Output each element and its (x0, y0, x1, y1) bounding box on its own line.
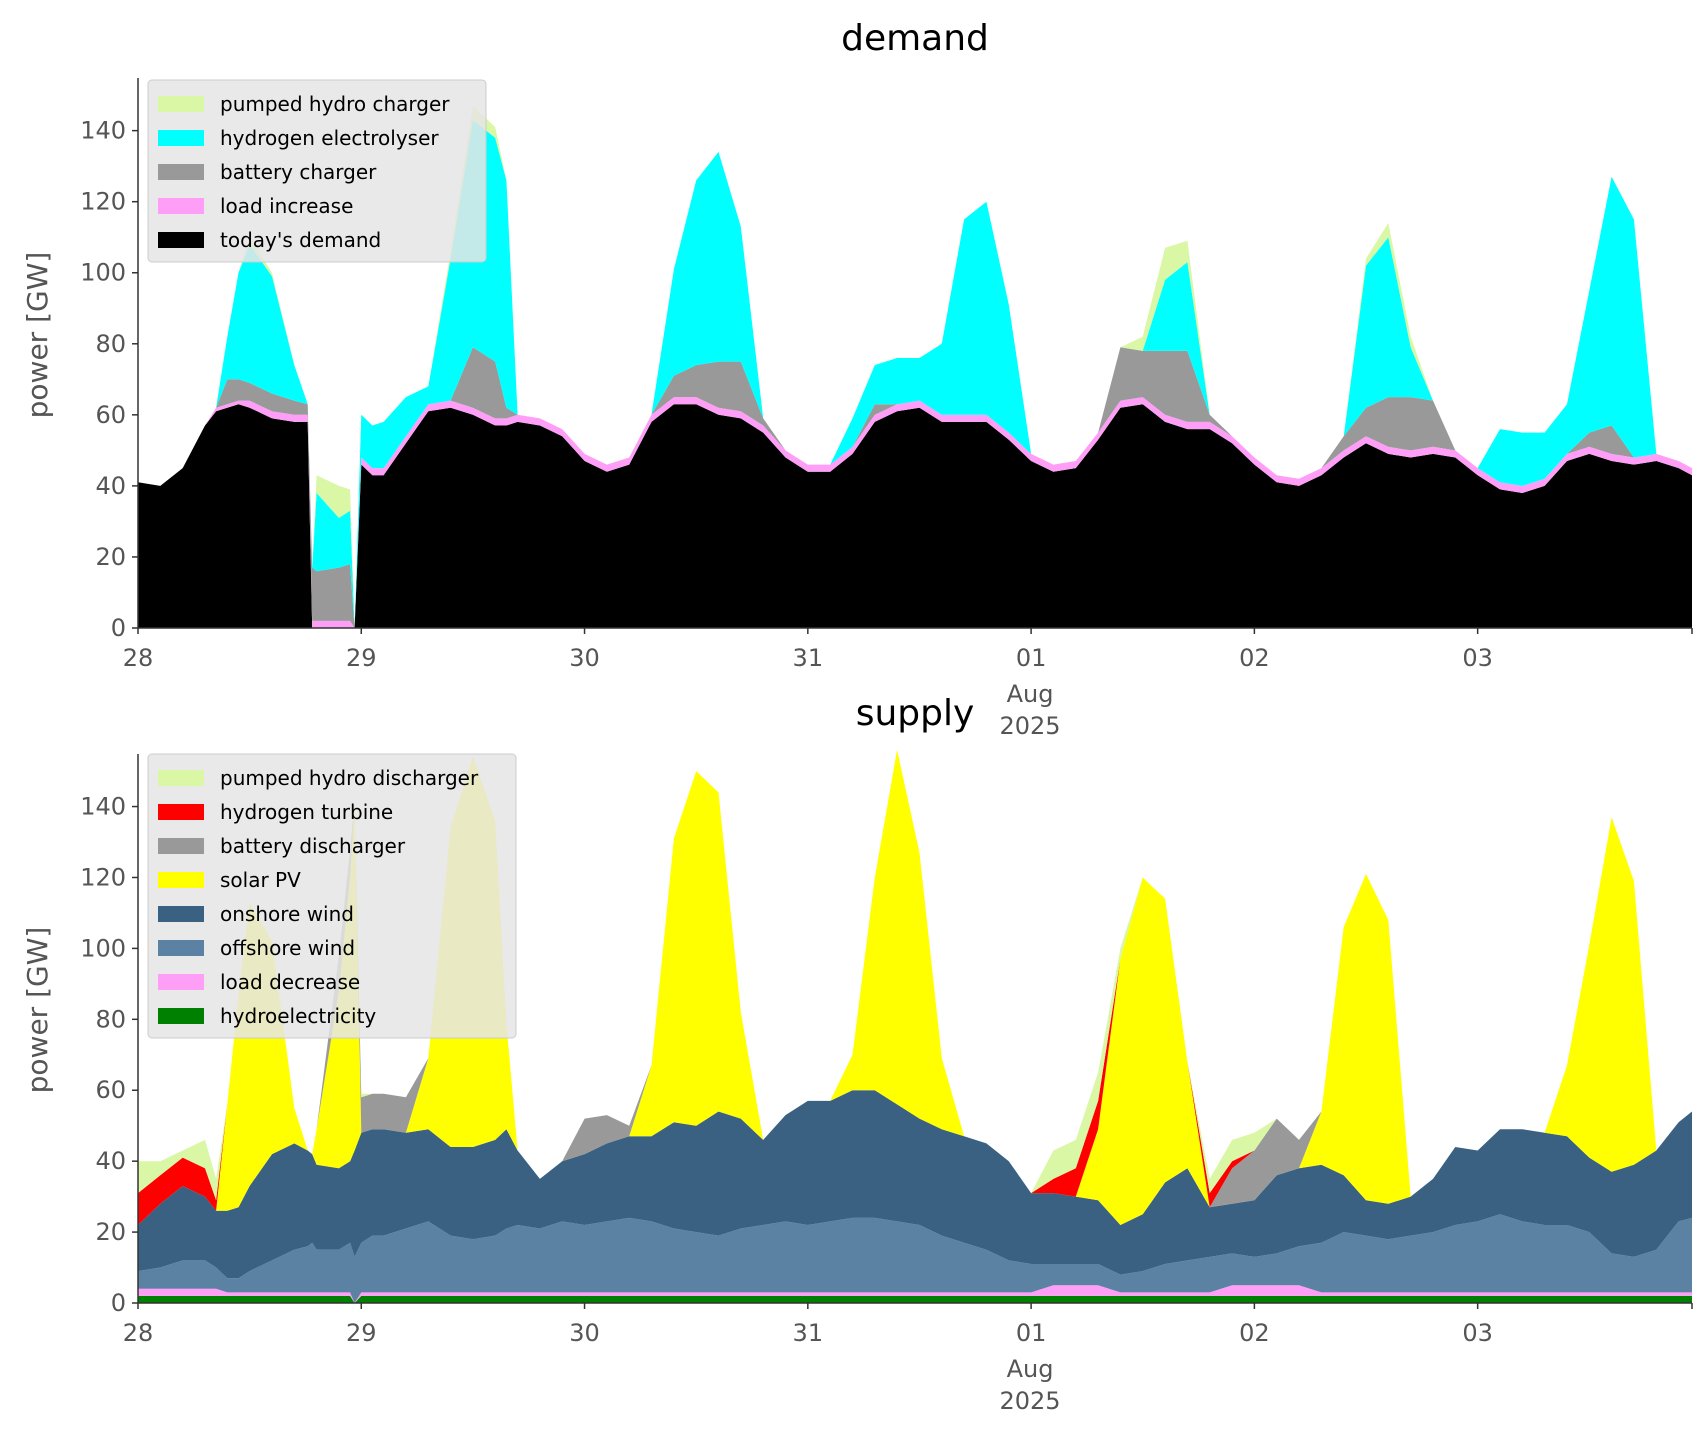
supply-legend-swatch-hydrogen-turbine (158, 804, 204, 820)
demand-ytick-label: 80 (95, 330, 126, 358)
supply-legend-label: pumped hydro discharger (220, 766, 479, 790)
demand-xtick-label: 02 (1239, 644, 1270, 672)
supply-xtick-label: 30 (569, 1319, 600, 1347)
supply-legend-label: battery discharger (220, 834, 406, 858)
demand-areas (138, 105, 1692, 629)
supply-ytick-label: 80 (95, 1005, 126, 1033)
demand-legend-swatch-load-increase (158, 198, 204, 214)
supply-legend-swatch-onshore-wind (158, 906, 204, 922)
supply-legend-box (147, 753, 517, 1039)
demand-legend-swatch-pumped-hydro-charger (158, 96, 204, 112)
supply-legend-swatch-pumped-hydro-discharger (158, 770, 204, 786)
supply-ylabel: power [GW] (21, 927, 54, 1094)
supply-xtick-label: 01 (1016, 1319, 1047, 1347)
supply-ytick-label: 40 (95, 1147, 126, 1175)
demand-xtick-label: 30 (569, 644, 600, 672)
demand-ytick-label: 60 (95, 401, 126, 429)
supply-area-load-decrease (138, 1285, 1692, 1303)
supply-xlabel-year: 2025 (999, 1387, 1060, 1415)
supply-legend-label: offshore wind (220, 936, 355, 960)
demand-xtick-label: 31 (793, 644, 824, 672)
supply-legend: pumped hydro discharger hydrogen turbine b… (147, 753, 517, 1039)
supply-legend-swatch-hydroelectricity (158, 1008, 204, 1024)
demand-xlabel-year: 2025 (999, 712, 1060, 740)
supply-legend-label: hydroelectricity (220, 1004, 376, 1028)
supply-legend-swatch-solar-pv (158, 872, 204, 888)
demand-title: demand (841, 18, 989, 59)
supply-xlabel-month: Aug (1007, 1355, 1054, 1383)
demand-legend-swatch-hydrogen-electrolyser (158, 130, 204, 146)
supply-area-hydroelectricity (138, 1295, 1692, 1303)
demand-legend-label: today's demand (220, 228, 381, 252)
demand-legend-label: pumped hydro charger (220, 92, 450, 116)
demand-area-load-increase (138, 397, 1692, 628)
demand-legend-label: hydrogen electrolyser (220, 126, 439, 150)
demand-ytick-label: 40 (95, 472, 126, 500)
supply-legend-swatch-offshore-wind (158, 940, 204, 956)
demand-ytick-label: 140 (80, 117, 126, 145)
supply-xtick-label: 29 (346, 1319, 377, 1347)
supply-xtick-label: 28 (123, 1319, 154, 1347)
supply-legend-label: solar PV (220, 868, 301, 892)
supply-xtick-label: 02 (1239, 1319, 1270, 1347)
demand-legend-box (147, 79, 487, 263)
supply-area-solar-pv (138, 749, 1692, 1225)
demand-xtick-label: 29 (346, 644, 377, 672)
demand-ytick-label: 20 (95, 543, 126, 571)
demand-legend-swatch-battery-charger (158, 164, 204, 180)
demand-ytick-label: 100 (80, 259, 126, 287)
supply-ytick-label: 20 (95, 1218, 126, 1246)
demand-xtick-label: 28 (123, 644, 154, 672)
supply-areas (138, 749, 1692, 1303)
supply-area-onshore-wind (138, 1090, 1692, 1279)
supply-legend-label: hydrogen turbine (220, 800, 393, 824)
demand-xtick-label: 03 (1462, 644, 1493, 672)
demand-ytick-label: 120 (80, 188, 126, 216)
demand-legend-swatch-today-s-demand (158, 232, 204, 248)
supply-title: supply (856, 693, 975, 734)
demand-ytick-label: 0 (111, 614, 126, 642)
supply-legend-label: load decrease (220, 970, 360, 994)
supply-legend-swatch-battery-discharger (158, 838, 204, 854)
supply-xtick-label: 03 (1462, 1319, 1493, 1347)
supply-area-offshore-wind (138, 1214, 1692, 1303)
demand-legend-label: battery charger (220, 160, 377, 184)
supply-legend-swatch-load-decrease (158, 974, 204, 990)
supply-ytick-label: 60 (95, 1076, 126, 1104)
demand-area-today-s-demand (138, 404, 1692, 628)
supply-xtick-label: 31 (793, 1319, 824, 1347)
demand-xlabel-month: Aug (1007, 680, 1054, 708)
demand-ylabel: power [GW] (21, 252, 54, 419)
supply-ytick-label: 100 (80, 934, 126, 962)
supply-ytick-label: 0 (111, 1289, 126, 1317)
demand-xtick-label: 01 (1016, 644, 1047, 672)
supply-ytick-label: 140 (80, 793, 126, 821)
supply-axes: 0 20 40 60 80 100 120 140 28 29 30 31 01 02 03 (80, 754, 1693, 1347)
demand-area-hydrogen-electrolyser (138, 120, 1692, 628)
demand-axes: 0 20 40 60 80 100 120 140 28 29 30 31 01 02 03 (80, 78, 1693, 672)
demand-legend: pumped hydro charger hydrogen electrolyse… (147, 79, 487, 263)
supply-legend-label: onshore wind (220, 902, 354, 926)
demand-legend-label: load increase (220, 194, 353, 218)
supply-ytick-label: 120 (80, 863, 126, 891)
